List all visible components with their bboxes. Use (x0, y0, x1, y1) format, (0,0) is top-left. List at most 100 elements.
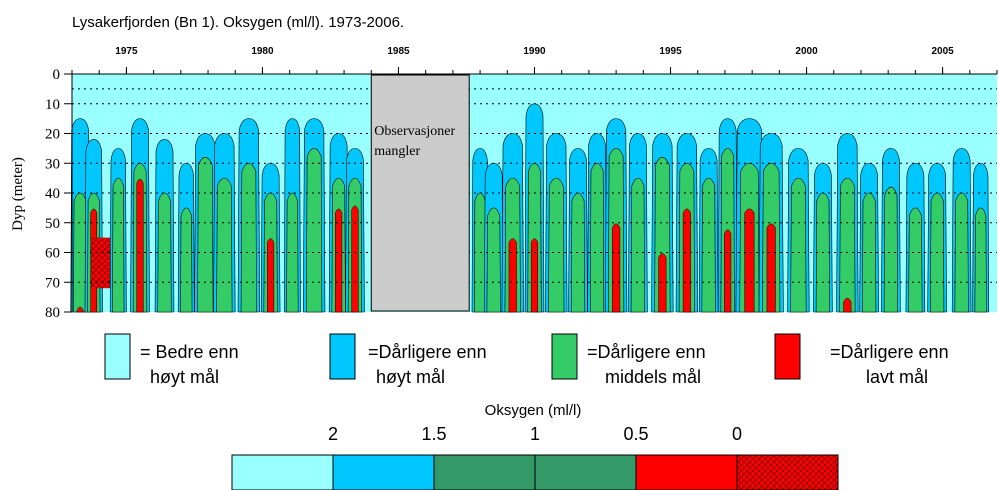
episode-red-24 (682, 208, 691, 313)
episode-0 (70, 118, 90, 313)
episode-16 (501, 133, 524, 313)
episode-red-17 (530, 238, 539, 313)
episode-red-12 (335, 208, 343, 313)
episode-red-0 (76, 306, 84, 313)
scale-label-0: 0 (732, 424, 742, 444)
y-tick-label-50: 50 (45, 216, 60, 232)
episode-red-27 (744, 208, 755, 313)
legend-text-4b: lavt mål (866, 367, 928, 387)
legend-swatch-worse-medium (551, 333, 578, 380)
episode-10 (283, 118, 301, 313)
y-tick-label-30: 30 (45, 156, 60, 172)
episode-green-37 (974, 207, 987, 313)
y-tick-label-70: 70 (45, 275, 60, 291)
episode-15 (483, 162, 504, 313)
episode-red-21 (612, 223, 621, 313)
x-tick-label-1990: 1990 (523, 46, 546, 57)
episode-36 (951, 148, 972, 313)
episodes-layer (70, 103, 990, 313)
episode-green-7 (216, 177, 233, 313)
episode-26 (717, 118, 738, 313)
legend-text-1a: = Bedre enn (140, 342, 239, 362)
episode-green-33 (883, 186, 898, 313)
episode-11 (303, 118, 326, 313)
scale-label-1: 1 (530, 424, 540, 444)
episode-9 (260, 162, 281, 313)
episode-red-26 (724, 229, 732, 313)
episode-24 (675, 133, 698, 313)
scale-swatch-1 (332, 454, 435, 490)
y-tick-label-60: 60 (45, 246, 60, 262)
episode-4 (154, 139, 175, 313)
episode-20 (587, 133, 607, 313)
episode-5 (177, 162, 195, 313)
episode-8 (237, 118, 260, 313)
scale-label-2: 2 (328, 424, 338, 444)
scale-swatch-0 (231, 454, 334, 490)
episode-green-15 (486, 207, 501, 313)
x-tick-label-1980: 1980 (251, 46, 274, 57)
y-tick-label-0: 0 (53, 67, 61, 83)
episode-green-19 (570, 192, 586, 313)
episode-12 (328, 133, 349, 313)
y-axis-label: Dyp (meter) (10, 157, 26, 231)
scale-label-1.5: 1.5 (421, 424, 446, 444)
missing-data-label-line2: mangler (374, 144, 420, 159)
episode-32 (859, 162, 879, 313)
episode-green-20 (589, 162, 605, 313)
scale-swatch-2 (433, 454, 536, 490)
episode-34 (905, 162, 926, 313)
episode-red-13 (351, 205, 359, 313)
episode-green-34 (908, 207, 923, 313)
legend-swatch-better-high (104, 333, 131, 380)
legend-swatch-worse-low (774, 333, 801, 380)
episode-red-9 (267, 238, 275, 313)
episode-3 (130, 118, 150, 313)
legend-text-4a: =Dårligere enn (830, 342, 949, 362)
chart-title: Lysakerfjorden (Bn 1). Oksygen (ml/l). 1… (72, 14, 404, 31)
episode-30 (813, 162, 833, 313)
legend: = Bedre enn høyt mål =Dårligere enn høyt… (104, 333, 949, 387)
episode-green-25 (701, 177, 716, 313)
episode-green-18 (548, 177, 565, 313)
episode-6 (194, 133, 217, 313)
axes: 0 10 20 30 40 50 60 70 80 1975 1980 1985 1990 1995 200… (45, 46, 998, 321)
episode-35 (927, 162, 947, 313)
x-tick-label-2005: 2005 (931, 46, 954, 57)
scale-label-0.5: 0.5 (623, 424, 648, 444)
y-tick-label-10: 10 (45, 97, 60, 113)
episode-29 (787, 148, 810, 313)
hatched-patch (91, 237, 111, 289)
episode-red-28 (766, 223, 776, 313)
sample-grid-layer (72, 88, 997, 283)
y-tick-label-80: 80 (45, 305, 60, 321)
episode-green-2 (112, 177, 125, 313)
episode-27 (735, 118, 764, 313)
episode-17 (524, 103, 545, 313)
episode-green-11 (306, 148, 323, 313)
episode-red-31 (843, 297, 852, 313)
missing-data-box: Observasjoner mangler (370, 74, 470, 312)
legend-text-2b: høyt mål (376, 367, 445, 387)
scale-swatch-4 (635, 454, 738, 490)
episode-7 (213, 133, 236, 313)
episode-green-8 (240, 162, 257, 313)
legend-text-1b: høyt mål (150, 367, 219, 387)
episode-red-3 (136, 178, 144, 313)
color-scale: Oksygen (ml/l) 2 1.5 1 0.5 0 (231, 402, 839, 490)
episode-green-22 (630, 177, 645, 313)
episode-33 (881, 148, 901, 313)
episode-green-6 (197, 156, 214, 313)
episode-18 (545, 133, 568, 313)
scale-swatch-3 (534, 454, 637, 490)
episode-green-29 (790, 177, 807, 313)
scale-title: Oksygen (ml/l) (485, 402, 582, 419)
legend-text-3a: =Dårligere enn (587, 342, 706, 362)
episode-21 (605, 118, 628, 313)
episode-25 (698, 148, 719, 313)
episode-19 (568, 148, 588, 313)
missing-data-rect (370, 74, 470, 312)
legend-text-3b: middels mål (605, 367, 701, 387)
legend-text-2a: =Dårligere enn (368, 342, 487, 362)
